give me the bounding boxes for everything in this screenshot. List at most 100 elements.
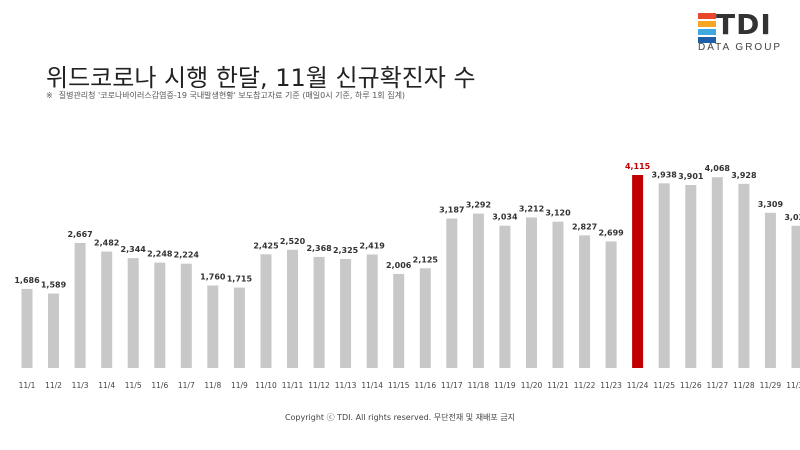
source-note: ※ 질병관리청 '코로나바이러스감염증-19 국내발생현황' 보도참고자료 기준 … [46,90,405,101]
x-tick-label: 11/19 [494,381,516,390]
x-tick-label: 11/21 [547,381,569,390]
x-tick-label: 11/24 [627,381,649,390]
x-tick-label: 11/28 [733,381,755,390]
x-tick-label: 11/8 [204,381,221,390]
x-tick-label: 11/18 [468,381,490,390]
bar-11-19 [499,225,511,368]
value-label: 1,760 [200,273,226,282]
x-tick-label: 11/7 [178,381,195,390]
copyright-text: Copyright ⓒ TDI. All rights reserved. 무단… [284,413,516,422]
x-tick-label: 11/22 [574,381,596,390]
value-label: 2,425 [253,241,279,250]
value-label: 2,125 [413,255,439,264]
x-tick-label: 11/14 [361,381,383,390]
bar-11-13 [340,259,352,368]
value-label: 2,344 [121,245,147,254]
bar-11-29 [764,212,776,368]
value-label: 2,667 [67,230,92,239]
logo-bar-lightblue [698,29,716,35]
bar-11-15 [393,273,405,368]
value-label: 3,187 [439,206,464,215]
value-label: 3,292 [466,201,491,210]
bar-11-30 [791,225,800,368]
bar-11-4 [101,251,113,368]
value-label: 2,248 [147,250,173,259]
bar-11-6 [154,262,166,368]
x-tick-label: 11/9 [231,381,248,390]
bar-11-27 [711,177,723,368]
bar-11-17 [446,218,458,368]
bar-11-23 [605,241,617,368]
logo-bar-orange [698,21,716,27]
x-tick-label: 11/26 [680,381,702,390]
x-tick-label: 11/16 [414,381,436,390]
page-title: 위드코로나 시행 한달, 11월 신규확진자 수 [46,64,476,92]
x-tick-label: 11/29 [760,381,782,390]
note-text: 질병관리청 '코로나바이러스감염증-19 국내발생현황' 보도참고자료 기준 (… [58,91,406,100]
bar-11-24 [632,175,644,368]
bar-11-2 [48,293,59,368]
logo-tagline: DATA GROUP [698,42,783,53]
x-tick-label: 11/23 [600,381,622,390]
value-label: 4,115 [625,162,651,171]
bar-11-16 [419,268,431,368]
x-tick-label: 11/1 [19,381,36,390]
bar-11-10 [260,254,272,368]
value-label: 2,325 [333,246,359,255]
value-label: 2,827 [572,222,597,231]
bar-11-9 [233,287,245,368]
value-label: 2,419 [360,242,386,251]
x-tick-label: 11/13 [335,381,357,390]
bar-11-12 [313,256,325,368]
tdi-logo: TDI DATA GROUP [696,8,792,54]
value-label: 3,938 [652,170,678,179]
value-label: 3,034 [492,213,518,222]
x-tick-label: 11/27 [706,381,728,390]
value-label: 1,715 [227,275,253,284]
value-label: 3,120 [545,209,571,218]
bar-11-18 [472,213,484,368]
x-tick-label: 11/25 [653,381,675,390]
x-tick-label: 11/6 [151,381,168,390]
x-tick-label: 11/4 [98,381,115,390]
bar-11-22 [579,235,591,368]
x-tick-label: 11/17 [441,381,463,390]
logo-bar-red [698,13,716,19]
x-tick-label: 11/15 [388,381,410,390]
bar-11-25 [658,183,670,368]
bar-11-3 [74,242,86,368]
bar-11-20 [526,217,537,368]
value-label: 3,032 [784,213,800,222]
value-label: 2,006 [386,261,412,270]
value-label: 4,068 [705,164,731,173]
value-label: 2,482 [94,239,119,248]
value-label: 1,589 [41,281,67,290]
logo-text: TDI [716,8,772,41]
x-tick-label: 11/12 [308,381,330,390]
x-tick-label: 11/5 [125,381,142,390]
logo-bar-blue [698,37,716,43]
x-tick-label: 11/3 [72,381,89,390]
bar-11-21 [552,221,564,368]
value-label: 2,699 [598,228,624,237]
x-tick-label: 11/2 [45,381,62,390]
note-mark: ※ [46,91,53,100]
value-label: 3,928 [731,171,757,180]
bar-11-1 [21,288,33,368]
x-tick-label: 11/11 [282,381,304,390]
value-label: 3,901 [678,172,704,181]
bar-11-5 [127,258,139,368]
value-label: 2,520 [280,237,306,246]
x-tick-label: 11/10 [255,381,277,390]
value-label: 2,224 [174,251,200,260]
value-label: 1,686 [14,276,40,285]
value-label: 2,368 [306,244,332,253]
logo-mark [698,13,716,45]
value-label: 3,212 [519,204,544,213]
bar-11-26 [685,185,697,368]
x-tick-label: 11/30 [786,381,800,390]
x-tick-label: 11/20 [521,381,543,390]
value-label: 3,309 [758,200,784,209]
bar-11-8 [207,285,219,368]
